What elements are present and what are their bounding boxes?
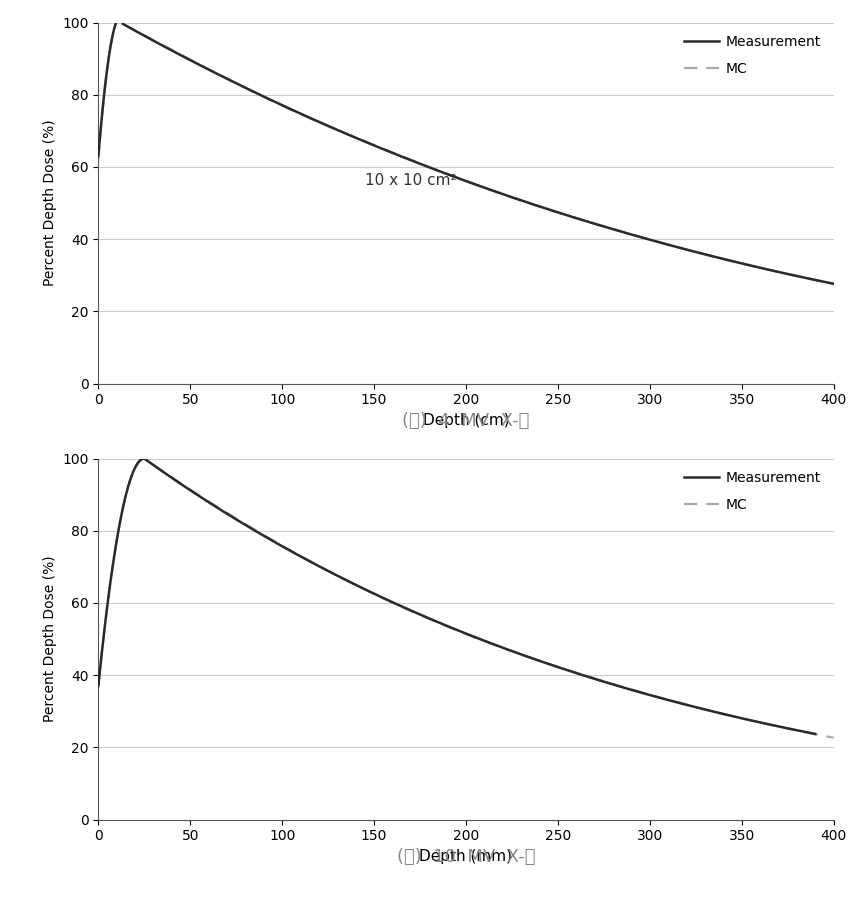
Y-axis label: Percent Depth Dose (%): Percent Depth Dose (%) (43, 556, 56, 723)
Measurement (795, 271, 805, 282)
Line: MC: MC (98, 459, 834, 738)
MC (828, 278, 839, 289)
MC (490, 187, 500, 197)
MC (819, 277, 829, 287)
Measurement (133, 458, 143, 469)
MC (442, 168, 452, 179)
Measurement (341, 575, 351, 586)
MC (133, 458, 143, 469)
Line: MC: MC (98, 15, 834, 284)
MC (439, 620, 449, 631)
X-axis label: Depth (mm): Depth (mm) (420, 849, 512, 864)
MC (93, 154, 103, 165)
Text: (가)  4  MV  X-선: (가) 4 MV X-선 (403, 412, 529, 430)
Measurement (810, 729, 820, 740)
Measurement (93, 680, 103, 691)
MC (626, 684, 636, 695)
MC (382, 145, 392, 156)
MC (139, 453, 150, 464)
Measurement (221, 72, 231, 83)
Text: 10 x 10 cm²: 10 x 10 cm² (365, 173, 457, 188)
Measurement (139, 453, 150, 464)
Measurement (93, 150, 103, 161)
MC (93, 680, 103, 691)
MC (115, 10, 126, 21)
Text: (나)  10  MV  X-선: (나) 10 MV X-선 (397, 848, 535, 866)
Measurement (467, 631, 477, 642)
MC (475, 634, 486, 645)
Line: Measurement: Measurement (98, 16, 834, 284)
MC (828, 733, 839, 743)
Measurement (828, 278, 839, 289)
Y-axis label: Percent Depth Dose (%): Percent Depth Dose (%) (43, 120, 56, 287)
MC (604, 678, 615, 688)
Measurement (115, 11, 126, 22)
MC (346, 578, 357, 588)
Measurement (431, 616, 441, 627)
Legend: Measurement, MC: Measurement, MC (679, 466, 827, 517)
MC (221, 72, 231, 83)
Measurement (593, 674, 603, 685)
Legend: Measurement, MC: Measurement, MC (679, 30, 827, 81)
Measurement (442, 168, 452, 179)
Measurement (819, 277, 829, 287)
Measurement (382, 146, 392, 157)
Line: Measurement: Measurement (98, 459, 815, 734)
Measurement (613, 680, 623, 691)
X-axis label: Depth (cm): Depth (cm) (422, 413, 510, 428)
MC (795, 271, 805, 282)
Measurement (490, 186, 500, 196)
